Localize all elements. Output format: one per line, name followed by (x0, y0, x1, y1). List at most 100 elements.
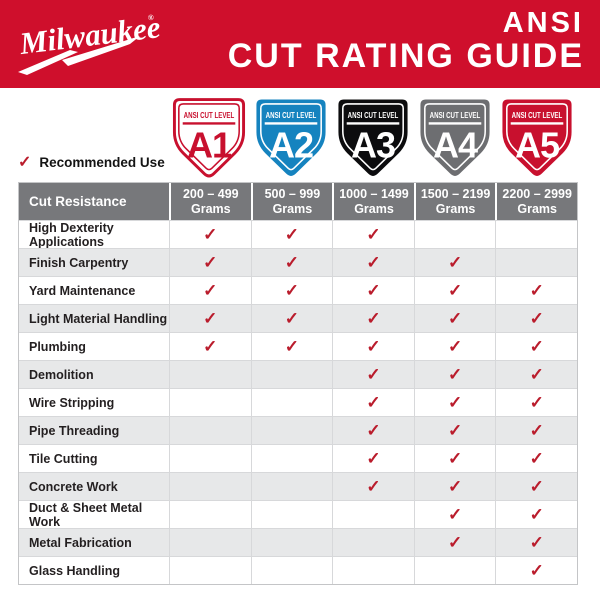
shield-inner-line (424, 103, 486, 171)
empty-cell (169, 360, 251, 388)
table-header-range-A2: 500 – 999 Grams (250, 183, 333, 220)
check-mark-icon: ✓ (250, 220, 333, 248)
empty-cell (169, 528, 251, 556)
check-mark-icon: ✓ (332, 444, 414, 472)
table-header-range-A5: 2200 – 2999 Grams (495, 183, 577, 220)
empty-cell (332, 528, 414, 556)
shield-banner-text: ANSI CUT LEVEL (266, 111, 317, 120)
empty-cell (169, 416, 251, 444)
ansi-shield-icon: ANSI CUT LEVEL A4 (420, 99, 490, 176)
table-row-label: High Dexterity Applications (19, 220, 169, 249)
shield-banner-text: ANSI CUT LEVEL (512, 111, 563, 120)
empty-cell (250, 528, 333, 556)
check-mark-icon: ✓ (332, 416, 414, 444)
ansi-shield-icon: ANSI CUT LEVEL A3 (338, 99, 408, 176)
shield-level-text: A2 (269, 124, 313, 165)
shield-level-text: A5 (515, 124, 560, 165)
table-row-label: Yard Maintenance (19, 276, 169, 304)
check-mark-icon: ✓ (495, 304, 577, 332)
check-mark-icon: ✓ (169, 248, 251, 276)
empty-cell (250, 556, 333, 584)
gram-unit: Grams (517, 201, 557, 216)
table-row-label: Finish Carpentry (19, 248, 169, 276)
gram-range: 2200 – 2999 (502, 186, 572, 201)
empty-cell (250, 416, 333, 444)
gram-unit: Grams (190, 201, 231, 216)
empty-cell (250, 444, 333, 472)
check-mark-icon: ✓ (250, 276, 333, 304)
title-line-1: ANSI (502, 7, 584, 39)
empty-cell (495, 248, 577, 276)
shield-inner-line (506, 103, 568, 171)
check-mark-icon: ✓ (169, 332, 251, 360)
table-row-label: Duct & Sheet Metal Work (19, 500, 169, 529)
table-row-label: Metal Fabrication (19, 528, 169, 556)
cut-rating-table: Cut Resistance 200 – 499 Grams 500 – 999 Gra… (18, 182, 578, 585)
table-row-label: Wire Stripping (19, 388, 169, 416)
shield-banner-text: ANSI CUT LEVEL (348, 111, 399, 120)
shield-inner-line (260, 103, 322, 171)
check-mark-icon: ✓ (413, 276, 496, 304)
check-mark-icon: ✓ (495, 416, 577, 444)
ansi-shield-icon: ANSI CUT LEVEL A2 (256, 99, 326, 176)
page-title: ANSI CUT RATING GUIDE (228, 8, 584, 74)
milwaukee-logo: Milwaukee ® (17, 9, 162, 75)
check-mark-icon: ✓ (332, 276, 414, 304)
check-mark-icon: ✓ (413, 388, 496, 416)
check-mark-icon: ✓ (495, 332, 577, 360)
recommended-use-legend: ✓ Recommended Use (18, 152, 165, 172)
shield-level-text: A4 (433, 124, 478, 165)
check-mark-icon: ✓ (495, 276, 577, 304)
gram-range: 200 – 499 (182, 186, 239, 201)
check-mark-icon: ✓ (332, 332, 414, 360)
cut-level-shield-A3: ANSI CUT LEVEL A3 (332, 96, 414, 181)
shield-inner-line (178, 103, 240, 171)
check-mark-icon: ✓ (250, 304, 333, 332)
check-mark-icon: ✓ (413, 444, 496, 472)
empty-cell (169, 472, 251, 500)
cut-level-shield-A4: ANSI CUT LEVEL A4 (414, 96, 496, 181)
check-mark-icon: ✓ (332, 472, 414, 500)
table-row-label: Light Material Handling (19, 304, 169, 332)
registered-mark: ® (147, 13, 154, 23)
header-band: Milwaukee ® ANSI CUT RATING GUIDE (0, 0, 600, 88)
shield-body (172, 98, 246, 178)
check-icon: ✓ (18, 154, 32, 171)
table-header-cut-resistance: Cut Resistance (19, 183, 169, 220)
title-line-2: CUT RATING GUIDE (227, 37, 584, 75)
gram-unit: Grams (435, 201, 476, 216)
gram-unit: Grams (272, 201, 313, 216)
shield-banner-text: ANSI CUT LEVEL (184, 111, 235, 120)
lightning-bolt-icon (18, 36, 140, 75)
table-header-range-A4: 1500 – 2199 Grams (413, 183, 496, 220)
check-mark-icon: ✓ (495, 360, 577, 388)
table-row-label: Demolition (19, 360, 169, 388)
check-mark-icon: ✓ (332, 360, 414, 388)
empty-cell (250, 388, 333, 416)
cut-level-shield-A5: ANSI CUT LEVEL A5 (496, 96, 578, 181)
check-mark-icon: ✓ (169, 276, 251, 304)
shield-body (502, 99, 572, 176)
shield-banner-text: ANSI CUT LEVEL (430, 111, 481, 120)
gram-unit: Grams (354, 201, 394, 216)
empty-cell (250, 472, 333, 500)
check-mark-icon: ✓ (495, 500, 577, 528)
empty-cell (332, 500, 414, 528)
cut-level-shields-zone: ANSI CUT LEVEL A1 ANSI CUT LEVEL A2 ANSI CUT… (0, 88, 600, 182)
empty-cell (169, 388, 251, 416)
shield-inner-line (342, 103, 404, 171)
table-row-label: Glass Handling (19, 556, 169, 584)
check-mark-icon: ✓ (332, 388, 414, 416)
check-mark-icon: ✓ (413, 528, 496, 556)
check-mark-icon: ✓ (495, 388, 577, 416)
empty-cell (413, 220, 496, 248)
empty-cell (495, 220, 577, 248)
check-mark-icon: ✓ (413, 472, 496, 500)
cut-level-shield-A2: ANSI CUT LEVEL A2 (250, 96, 332, 181)
table-header-range-A1: 200 – 499 Grams (169, 183, 251, 220)
empty-cell (250, 360, 333, 388)
empty-cell (169, 500, 251, 528)
check-mark-icon: ✓ (495, 556, 577, 584)
gram-range: 500 – 999 (264, 186, 321, 201)
check-mark-icon: ✓ (413, 332, 496, 360)
